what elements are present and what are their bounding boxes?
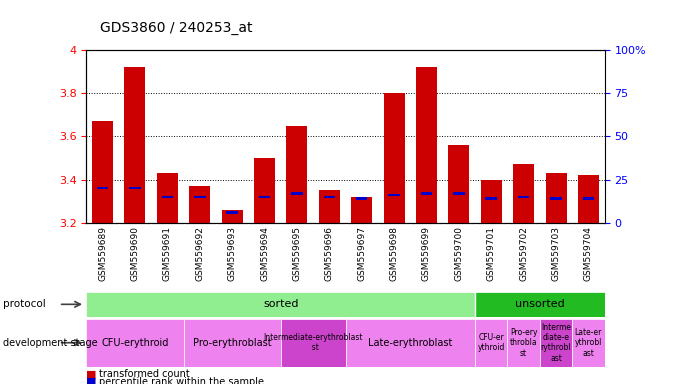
- Bar: [346, 319, 475, 367]
- Text: GSM559697: GSM559697: [357, 226, 366, 281]
- Bar: [518, 195, 529, 198]
- Bar: [578, 175, 599, 223]
- Bar: [513, 164, 534, 223]
- Bar: [388, 194, 400, 196]
- Bar: [319, 190, 340, 223]
- Text: GSM559704: GSM559704: [584, 226, 593, 281]
- Bar: [550, 197, 562, 200]
- Bar: [384, 93, 405, 223]
- Text: unsorted: unsorted: [515, 299, 565, 310]
- Text: CFU-er
ythroid: CFU-er ythroid: [477, 333, 505, 353]
- Text: Intermediate-erythroblast
  st: Intermediate-erythroblast st: [263, 333, 363, 353]
- Text: GSM559690: GSM559690: [131, 226, 140, 281]
- Text: Pro-ery
throbla
st: Pro-ery throbla st: [510, 328, 538, 358]
- Bar: [254, 158, 275, 223]
- Bar: [421, 192, 433, 195]
- Bar: [227, 211, 238, 214]
- Text: GSM559693: GSM559693: [227, 226, 236, 281]
- Text: GSM559689: GSM559689: [98, 226, 107, 281]
- Text: Interme
diate-e
rythrobl
ast: Interme diate-e rythrobl ast: [541, 323, 571, 363]
- Text: protocol: protocol: [3, 299, 46, 310]
- Text: GSM559694: GSM559694: [260, 226, 269, 281]
- Bar: [486, 197, 497, 200]
- Text: ■: ■: [86, 377, 97, 384]
- Text: GSM559701: GSM559701: [486, 226, 495, 281]
- Text: transformed count: transformed count: [99, 369, 189, 379]
- Text: GSM559696: GSM559696: [325, 226, 334, 281]
- Bar: [92, 121, 113, 223]
- Text: GSM559692: GSM559692: [196, 226, 205, 281]
- Bar: [194, 195, 205, 198]
- Bar: [157, 173, 178, 223]
- Bar: [453, 192, 464, 195]
- Bar: [540, 319, 572, 367]
- Bar: [583, 197, 594, 200]
- Bar: [86, 319, 184, 367]
- Text: GSM559702: GSM559702: [519, 226, 528, 281]
- Text: percentile rank within the sample: percentile rank within the sample: [99, 377, 264, 384]
- Text: GSM559700: GSM559700: [455, 226, 464, 281]
- Bar: [286, 126, 307, 223]
- Text: CFU-erythroid: CFU-erythroid: [102, 338, 169, 348]
- Bar: [222, 210, 243, 223]
- Text: ■: ■: [86, 369, 97, 379]
- Text: GSM559691: GSM559691: [163, 226, 172, 281]
- Text: GSM559698: GSM559698: [390, 226, 399, 281]
- Text: GDS3860 / 240253_at: GDS3860 / 240253_at: [100, 21, 253, 35]
- Bar: [481, 180, 502, 223]
- Bar: [323, 195, 335, 198]
- Bar: [184, 319, 281, 367]
- Text: sorted: sorted: [263, 299, 299, 310]
- Text: GSM559695: GSM559695: [292, 226, 301, 281]
- Bar: [189, 186, 210, 223]
- Bar: [97, 187, 108, 189]
- Text: GSM559703: GSM559703: [551, 226, 560, 281]
- Bar: [351, 197, 372, 223]
- Bar: [416, 67, 437, 223]
- Bar: [258, 195, 270, 198]
- Bar: [572, 319, 605, 367]
- Bar: [281, 319, 346, 367]
- Text: Pro-erythroblast: Pro-erythroblast: [193, 338, 272, 348]
- Text: Late-er
ythrobl
ast: Late-er ythrobl ast: [575, 328, 602, 358]
- Bar: [86, 292, 475, 317]
- Bar: [129, 187, 141, 189]
- Bar: [124, 67, 146, 223]
- Bar: [291, 192, 303, 195]
- Bar: [475, 319, 507, 367]
- Bar: [507, 319, 540, 367]
- Bar: [448, 145, 469, 223]
- Text: Late-erythroblast: Late-erythroblast: [368, 338, 453, 348]
- Bar: [545, 173, 567, 223]
- Bar: [162, 195, 173, 198]
- Bar: [475, 292, 605, 317]
- Text: GSM559699: GSM559699: [422, 226, 431, 281]
- Bar: [356, 197, 368, 200]
- Text: development stage: development stage: [3, 338, 98, 348]
